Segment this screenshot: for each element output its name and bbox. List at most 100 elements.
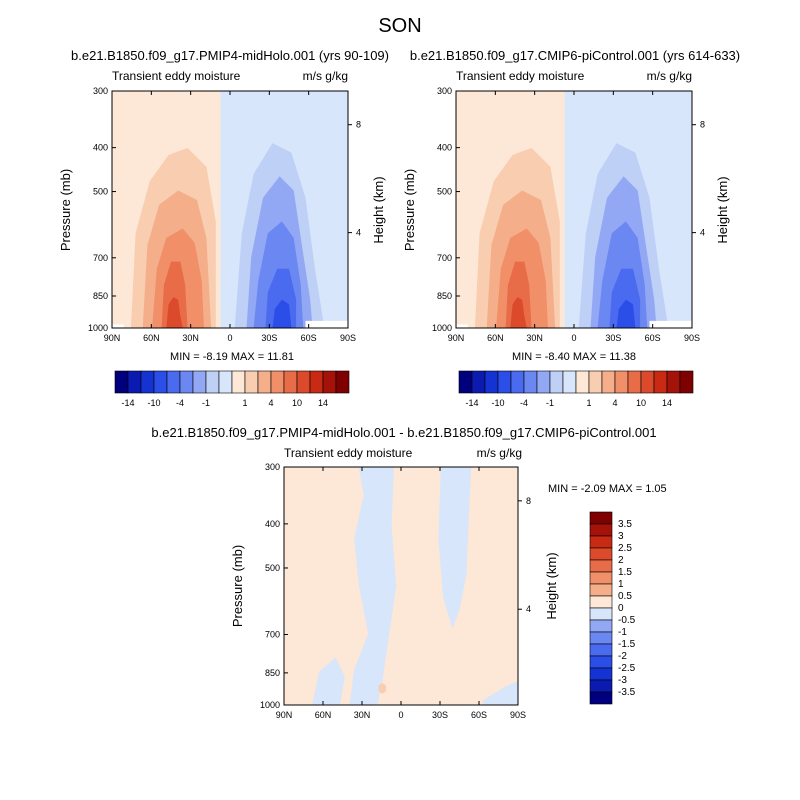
colorbar-label: 4 xyxy=(268,398,273,408)
colorbar-swatch xyxy=(270,370,285,394)
y-tick-label: 850 xyxy=(93,291,108,301)
colorbar-label: -1 xyxy=(546,398,554,408)
colorbar-swatch xyxy=(458,370,473,394)
colorbar-label: 1 xyxy=(618,579,624,590)
colorbar-label: 1.5 xyxy=(618,567,632,578)
colorbar-swatch xyxy=(471,370,486,394)
colorbar-label: -14 xyxy=(465,398,478,408)
x-tick-label: 90N xyxy=(276,710,293,720)
colorbar-label: 10 xyxy=(292,398,302,408)
colorbar-swatch xyxy=(588,370,603,394)
y-tick-label: 400 xyxy=(265,519,280,529)
height-tick-label: 8 xyxy=(526,496,531,506)
colorbar-swatch xyxy=(589,619,613,633)
height-axis-label: Height (km) xyxy=(544,552,559,619)
height-tick-label: 8 xyxy=(700,120,705,130)
colorbar-swatch xyxy=(589,559,613,573)
colorbar-swatch xyxy=(627,370,642,394)
y-tick-label: 700 xyxy=(265,629,280,639)
colorbar-swatch xyxy=(114,370,129,394)
left-label: Transient eddy moisture xyxy=(112,69,241,83)
minmax-label: MIN = -8.40 MAX = 11.38 xyxy=(512,351,636,363)
height-tick-label: 4 xyxy=(526,604,531,614)
x-tick-label: 90N xyxy=(448,333,465,343)
colorbar-swatch xyxy=(653,370,668,394)
colorbar-swatch xyxy=(244,370,259,394)
pressure-axis-label: Pressure (mb) xyxy=(58,169,73,251)
contour-field xyxy=(456,91,692,328)
colorbar-label: -2 xyxy=(618,651,627,662)
y-tick-label: 1000 xyxy=(88,323,108,333)
colorbar-swatch xyxy=(589,547,613,561)
colorbar-swatch xyxy=(153,370,168,394)
colorbar-swatch xyxy=(484,370,499,394)
contour-positive xyxy=(510,297,527,328)
colorbar-swatch xyxy=(510,370,525,394)
x-tick-label: 30S xyxy=(261,333,277,343)
contour-positive-background xyxy=(284,467,518,705)
x-tick-label: 90N xyxy=(104,333,121,343)
colorbar-label: 0.5 xyxy=(618,591,632,602)
colorbar-swatch xyxy=(257,370,272,394)
x-tick-label: 60S xyxy=(645,333,661,343)
left-label: Transient eddy moisture xyxy=(456,69,585,83)
x-tick-label: 30N xyxy=(354,710,371,720)
colorbar-swatch xyxy=(589,691,613,705)
x-tick-label: 60N xyxy=(315,710,332,720)
pressure-axis-label: Pressure (mb) xyxy=(402,169,417,251)
panel-title: b.e21.B1850.f09_g17.CMIP6-piControl.001 … xyxy=(410,48,740,63)
panel-picontrol: b.e21.B1850.f09_g17.CMIP6-piControl.001 … xyxy=(402,48,740,363)
colorbar-swatch xyxy=(589,631,613,645)
x-tick-label: 0 xyxy=(227,333,232,343)
colorbar-label: -4 xyxy=(176,398,184,408)
y-tick-label: 300 xyxy=(437,86,452,96)
colorbar-swatch xyxy=(575,370,590,394)
colorbar-swatch xyxy=(589,535,613,549)
height-tick-label: 4 xyxy=(700,228,705,238)
x-tick-label: 60N xyxy=(487,333,504,343)
colorbar-label: 14 xyxy=(318,398,328,408)
colorbar-swatch xyxy=(589,679,613,693)
x-tick-label: 0 xyxy=(571,333,576,343)
minmax-label: MIN = -2.09 MAX = 1.05 xyxy=(548,483,667,495)
missing-data xyxy=(112,324,124,328)
colorbar-swatch xyxy=(666,370,681,394)
colorbar-label: -10 xyxy=(147,398,160,408)
colorbar-label: 0 xyxy=(618,603,624,614)
contour-negative xyxy=(482,681,518,705)
colorbar-swatch xyxy=(218,370,233,394)
contour-field xyxy=(112,91,348,328)
y-tick-label: 850 xyxy=(265,668,280,678)
contour-positive xyxy=(378,683,387,694)
colorbar-label: -4 xyxy=(520,398,528,408)
colorbar-swatch xyxy=(589,643,613,657)
colorbar-swatch xyxy=(322,370,337,394)
colorbar-swatch xyxy=(589,571,613,585)
x-tick-label: 30S xyxy=(432,710,448,720)
x-tick-label: 60N xyxy=(143,333,160,343)
colorbar-label: 1 xyxy=(242,398,247,408)
contour-field xyxy=(284,467,518,705)
contour-negative xyxy=(312,657,345,705)
x-tick-label: 60S xyxy=(301,333,317,343)
colorbar-swatch xyxy=(166,370,181,394)
colorbar-swatch xyxy=(589,667,613,681)
colorbar-swatch xyxy=(283,370,298,394)
height-axis-label: Height (km) xyxy=(715,176,730,243)
colorbar-right: -14 -10 -4 -1 1 4 10 14 xyxy=(458,370,694,408)
colorbar-label: -1 xyxy=(202,398,210,408)
colorbar-label: 10 xyxy=(636,398,646,408)
units-label: m/s g/kg xyxy=(303,69,348,83)
missing-data xyxy=(456,324,468,328)
colorbar-swatch xyxy=(640,370,655,394)
colorbar-swatch xyxy=(231,370,246,394)
colorbar-label: 2 xyxy=(618,555,624,566)
colorbar-swatch xyxy=(589,595,613,609)
x-tick-label: 30S xyxy=(605,333,621,343)
colorbar-swatch xyxy=(589,607,613,621)
contour-positive xyxy=(166,297,183,328)
height-tick-label: 8 xyxy=(356,120,361,130)
y-tick-label: 300 xyxy=(265,462,280,472)
panel-title: b.e21.B1850.f09_g17.PMIP4-midHolo.001 - … xyxy=(151,425,656,440)
